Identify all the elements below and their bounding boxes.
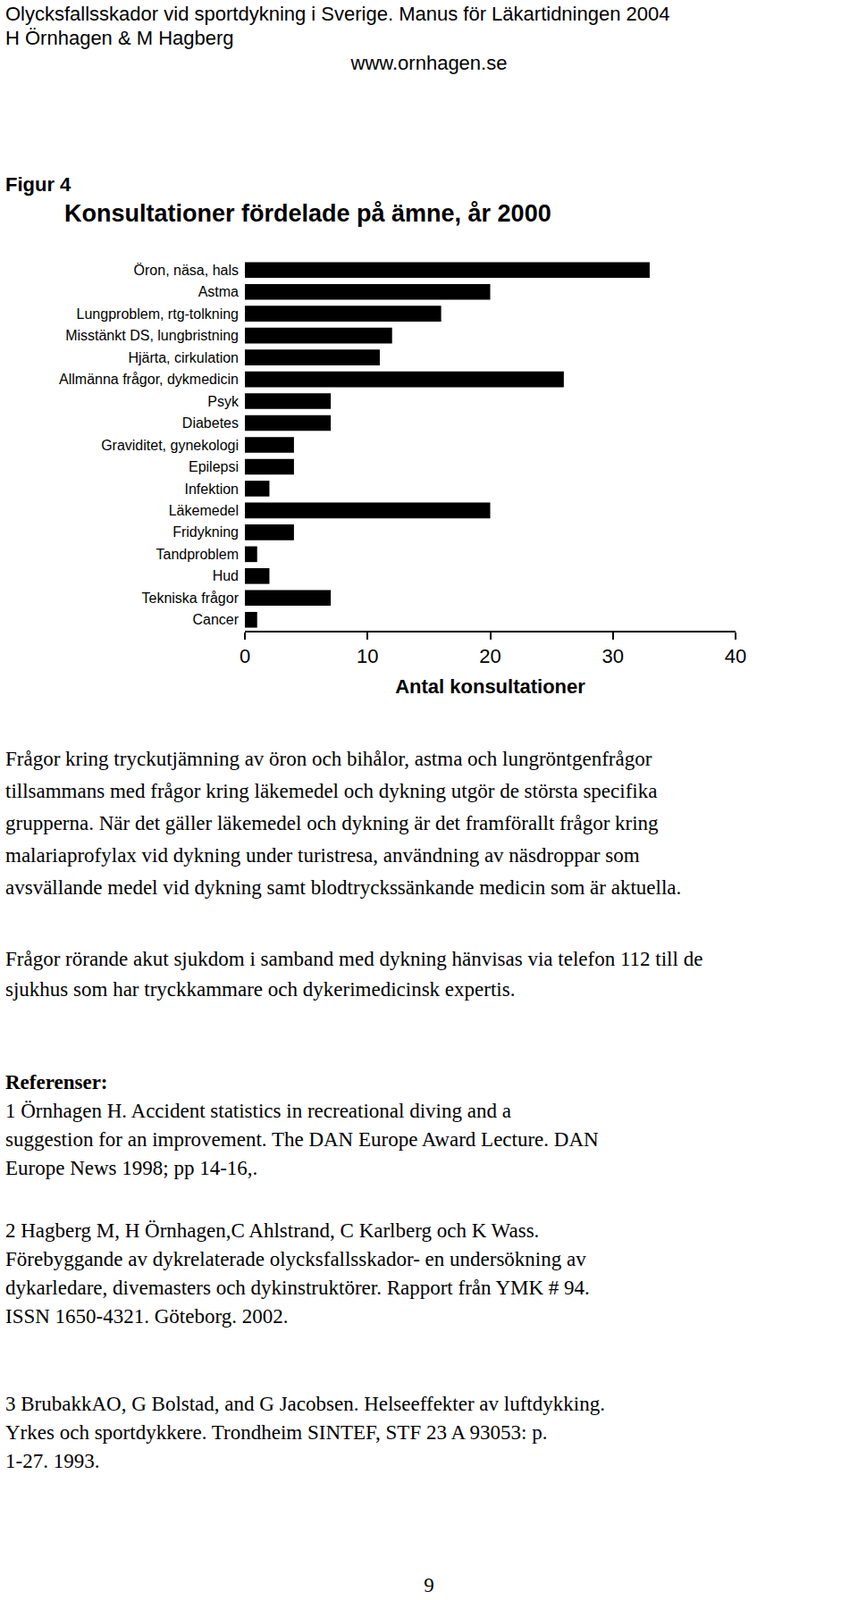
html-text:avsvällande medel vid dykning: avsvällande medel vid dykning samt blodt… [5, 876, 682, 900]
html-text:sjukhus som har tryckkammare o: sjukhus som har tryckkammare och dykerim… [5, 978, 516, 1001]
svg-text:Hud: Hud [212, 568, 239, 584]
svg-text:Diabetes: Diabetes [182, 415, 239, 431]
html-text:malariaprofylax vid dykning un: malariaprofylax vid dykning under turist… [5, 844, 640, 867]
svg-text:Cancer: Cancer [192, 612, 239, 628]
html-text:Europe News 1998; pp 14-16,.: Europe News 1998; pp 14-16,. [5, 1157, 258, 1180]
svg-text:Konsultationer fördelade på äm: Konsultationer fördelade på ämne, år 200… [64, 200, 552, 228]
html-text:Frågor rörande akut sjukdom i: Frågor rörande akut sjukdom i samband me… [5, 948, 703, 971]
html-text:dykarledare, divemasters och d: dykarledare, divemasters och dykinstrukt… [5, 1277, 590, 1300]
svg-text:Misstänkt DS, lungbristning: Misstänkt DS, lungbristning [65, 328, 239, 344]
svg-text:Allmänna frågor, dykmedicin: Allmänna frågor, dykmedicin [58, 371, 239, 387]
html-text:H Örnhagen & M Hagberg: H Örnhagen & M Hagberg [5, 26, 234, 50]
html-text:Förebyggande av dykrelaterade: Förebyggande av dykrelaterade olycksfall… [5, 1248, 587, 1271]
svg-text:Läkemedel: Läkemedel [168, 503, 239, 519]
html-text:Yrkes och sportdykkere. Trondh: Yrkes och sportdykkere. Trondheim SINTEF… [5, 1421, 548, 1445]
svg-text:Astma: Astma [198, 284, 239, 300]
svg-text:Epilepsi: Epilepsi [188, 459, 239, 475]
svg-text:Tandproblem: Tandproblem [156, 546, 240, 563]
svg-text:Tekniska frågor: Tekniska frågor [142, 590, 240, 606]
html-text:1 Örnhagen H. Accident statist: 1 Örnhagen H. Accident statistics in rec… [5, 1100, 512, 1123]
svg-text:Psyk: Psyk [207, 394, 240, 410]
svg-text:20: 20 [479, 645, 501, 668]
svg-text:Infektion: Infektion [185, 481, 239, 497]
svg-text:Lungproblem, rtg-tolkning: Lungproblem, rtg-tolkning [76, 306, 239, 322]
html-text:9: 9 [423, 1574, 435, 1598]
html-text:ISSN 1650-4321. Göteborg. 2002: ISSN 1650-4321. Göteborg. 2002. [5, 1305, 289, 1329]
html-text:2 Hagberg M, H Örnhagen,C Ahls: 2 Hagberg M, H Örnhagen,C Ahlstrand, C K… [5, 1219, 540, 1243]
html-text:www.ornhagen.se: www.ornhagen.se [350, 51, 508, 75]
html-text:suggestion for an improvement.: suggestion for an improvement. The DAN E… [5, 1128, 599, 1152]
html-text:grupperna. När det gäller läke: grupperna. När det gäller läkemedel och … [5, 812, 659, 835]
html-text:tillsammans med frågor kring l: tillsammans med frågor kring läkemedel o… [5, 780, 658, 803]
svg-text:Graviditet, gynekologi: Graviditet, gynekologi [100, 437, 239, 454]
html-text:1-27. 1993.: 1-27. 1993. [5, 1450, 100, 1473]
html-text:Referenser:: Referenser: [5, 1071, 108, 1094]
html-text:3 BrubakkAO, G Bolstad, and G: 3 BrubakkAO, G Bolstad, and G Jacobsen. … [5, 1393, 605, 1416]
svg-text:10: 10 [356, 645, 379, 668]
svg-text:Antal konsultationer: Antal konsultationer [395, 675, 586, 699]
svg-text:40: 40 [724, 645, 747, 668]
svg-text:Öron, näsa, hals: Öron, näsa, hals [134, 262, 239, 278]
svg-text:Fridykning: Fridykning [172, 524, 239, 540]
svg-text:Hjärta, cirkulation: Hjärta, cirkulation [127, 350, 239, 366]
svg-text:0: 0 [239, 645, 251, 668]
html-text:Figur 4: Figur 4 [5, 173, 71, 196]
html-text:Frågor kring tryckutjämning av: Frågor kring tryckutjämning av öron och … [5, 748, 652, 771]
svg-text:30: 30 [602, 645, 624, 668]
html-text:Olycksfallsskador vid sportdyk: Olycksfallsskador vid sportdykning i Sve… [5, 2, 670, 26]
